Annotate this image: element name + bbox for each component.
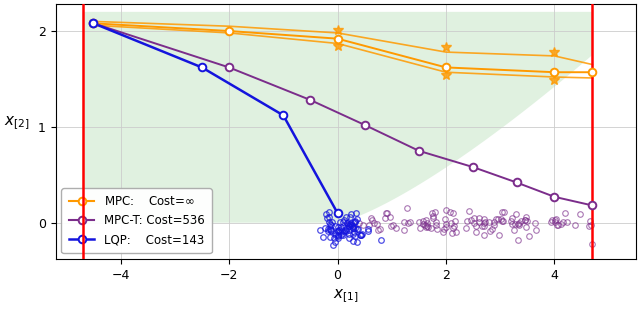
Polygon shape (83, 12, 593, 223)
Y-axis label: $x_{[2]}$: $x_{[2]}$ (4, 114, 30, 132)
X-axis label: $x_{[1]}$: $x_{[1]}$ (333, 287, 358, 305)
Legend: MPC:    Cost=$\infty$, MPC-T: Cost=536, LQP:    Cost=143: MPC: Cost=$\infty$, MPC-T: Cost=536, LQP… (61, 188, 212, 253)
